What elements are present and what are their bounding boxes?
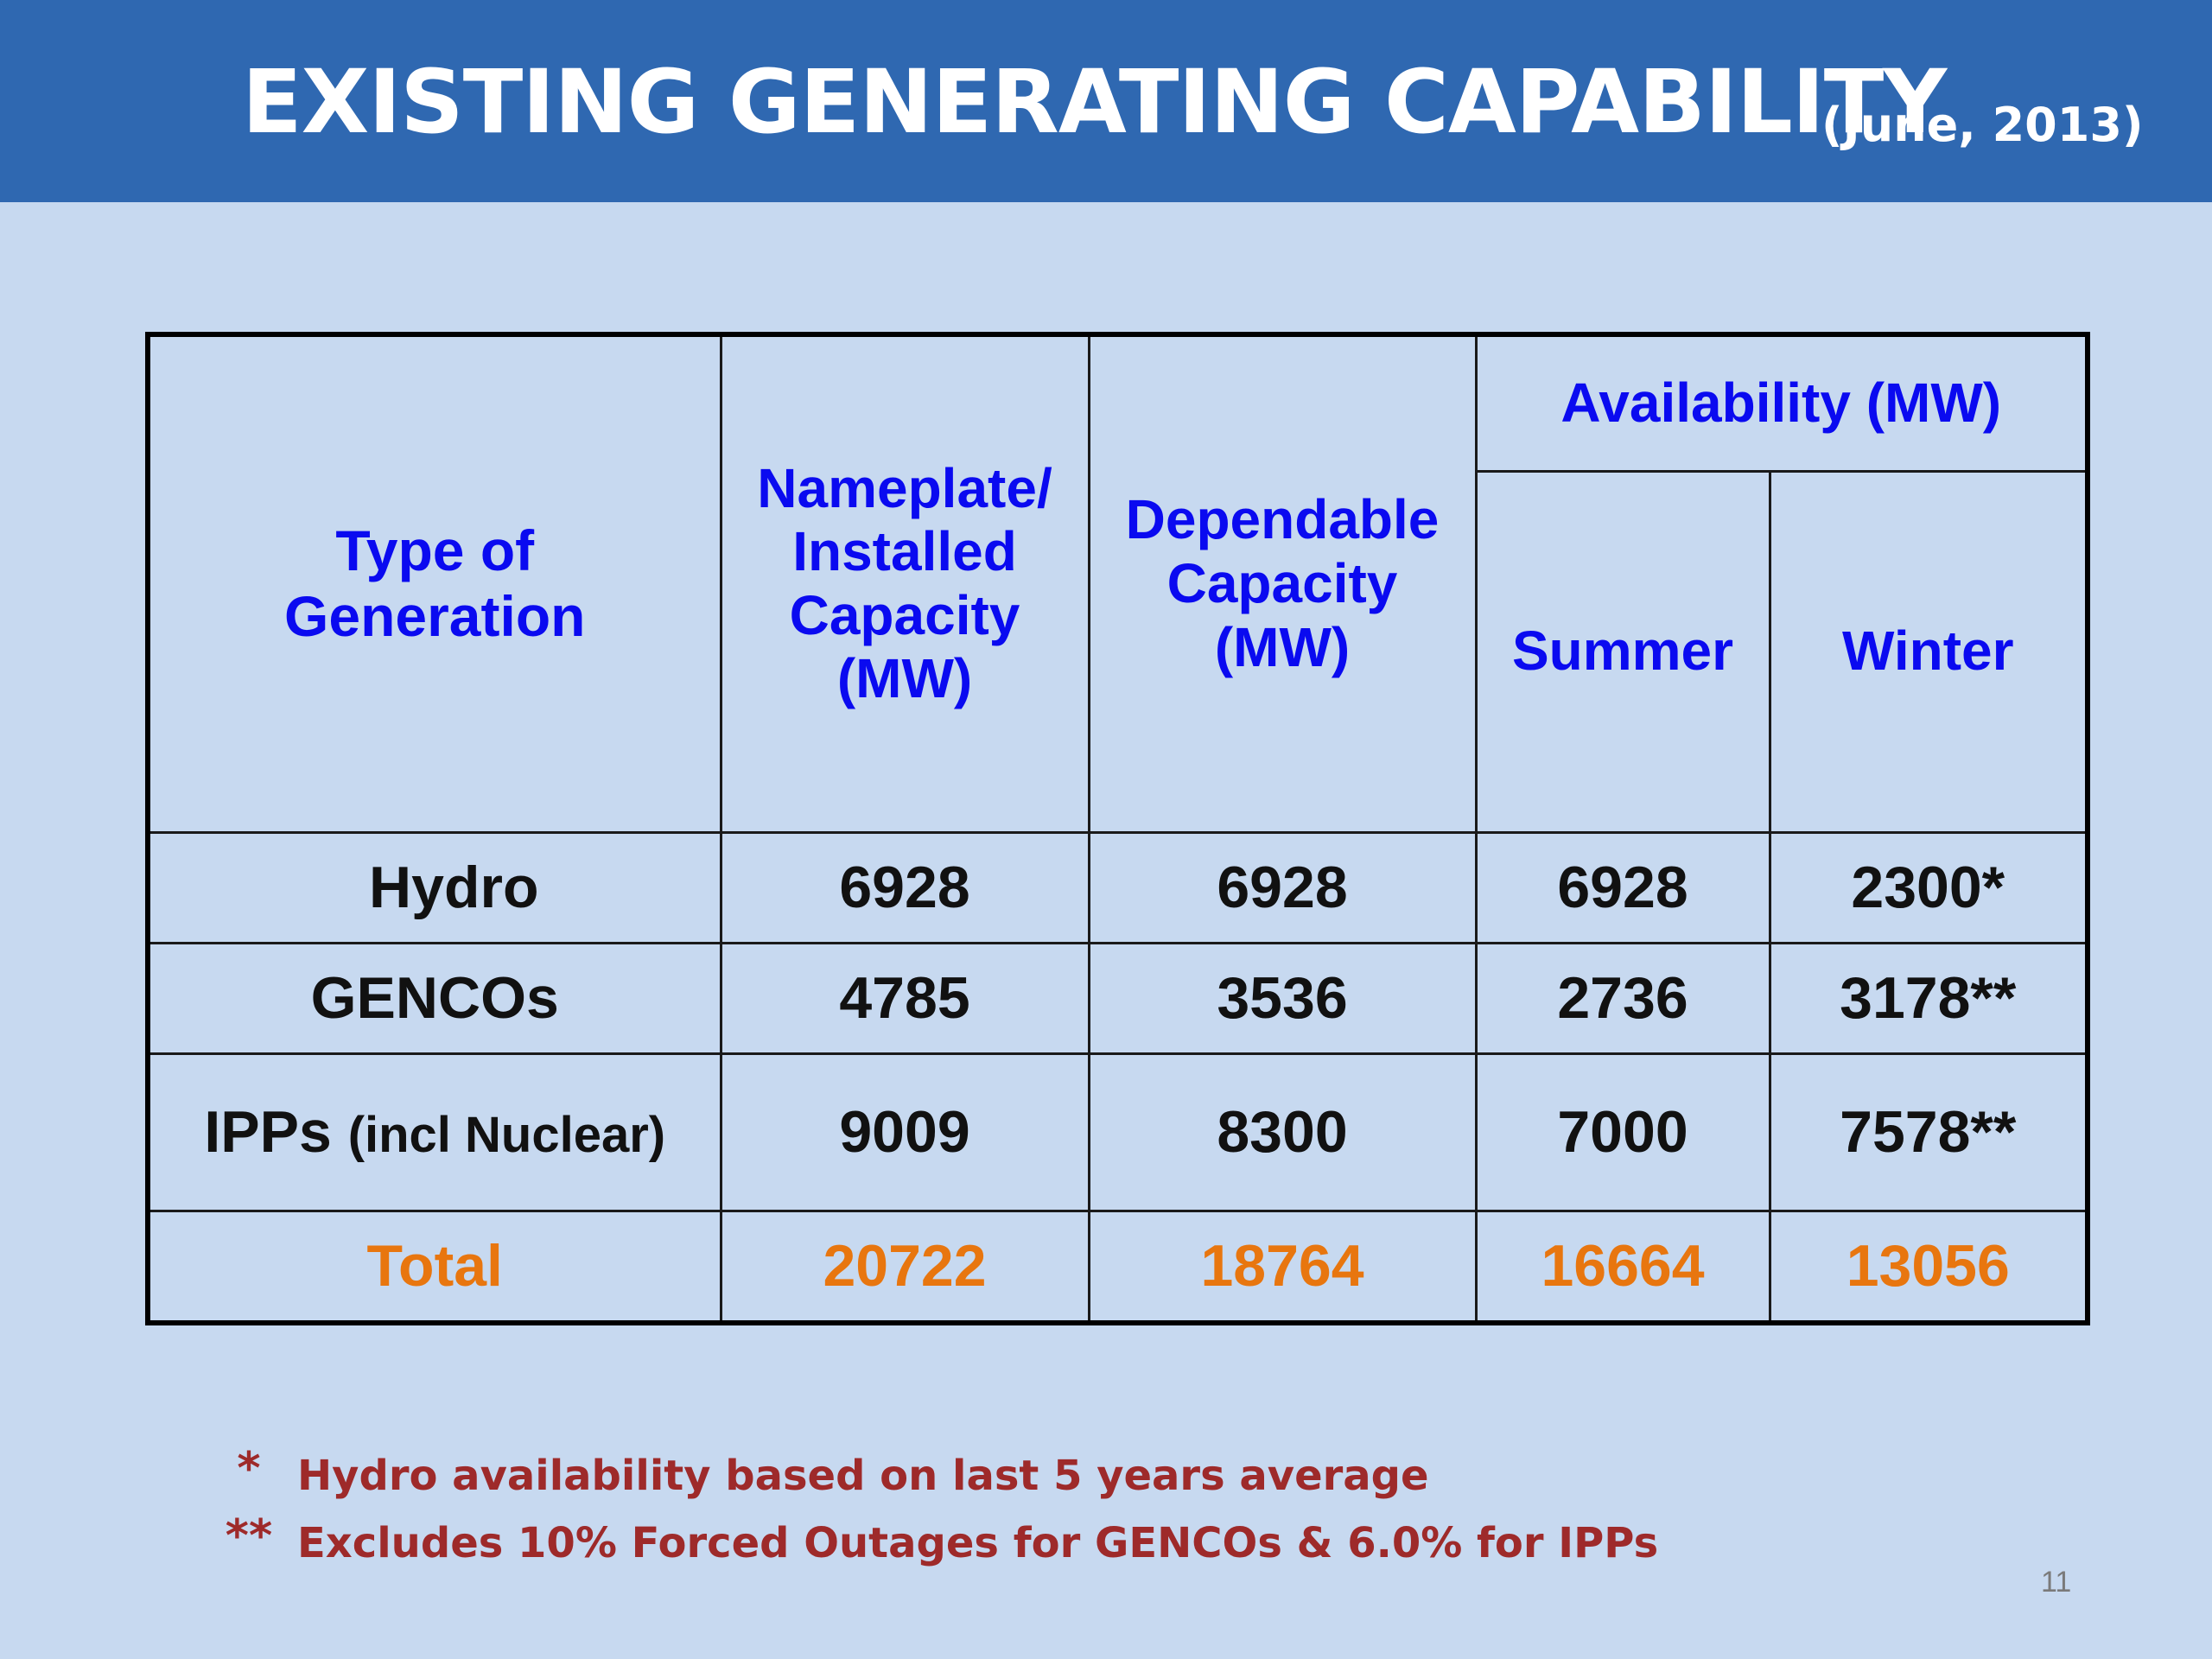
page-number: 11 xyxy=(2041,1566,2072,1599)
footnote-text: Excludes 10% Forced Outages for GENCOs &… xyxy=(297,1519,1659,1567)
footnote-mark: ** xyxy=(225,1510,273,1562)
total-summer: 16664 xyxy=(1474,1209,1771,1325)
cell-winter: 7578** xyxy=(1768,1052,2089,1212)
cell-nameplate: 9009 xyxy=(719,1052,1090,1212)
cell-winter: 2300* xyxy=(1768,830,2089,944)
header-availability: Availability (MW) xyxy=(1474,333,2089,473)
slide-title: EXISTING GENERATING CAPABILITY xyxy=(242,51,1947,154)
row-label-text: IPPs xyxy=(204,1098,332,1165)
row-label-hydro: Hydro xyxy=(146,830,722,944)
footnote-mark: * xyxy=(237,1443,261,1495)
row-label-text: GENCOs xyxy=(310,964,559,1031)
cell-winter: 3178** xyxy=(1768,941,2089,1055)
cell-summer: 2736 xyxy=(1474,941,1771,1055)
generating-capability-table: Type of Generation Nameplate/ Installed … xyxy=(145,332,2090,1325)
total-row: Total 20722 18764 16664 13056 xyxy=(146,1209,2089,1325)
footnote-text: Hydro availability based on last 5 years… xyxy=(297,1452,1429,1500)
cell-dependable: 8300 xyxy=(1087,1052,1478,1212)
slide-date: (June, 2013) xyxy=(1821,98,2144,152)
cell-nameplate: 4785 xyxy=(719,941,1090,1055)
title-bar: EXISTING GENERATING CAPABILITY (June, 20… xyxy=(0,0,2212,202)
total-label: Total xyxy=(146,1209,722,1325)
table-row: IPPs (incl Nuclear) 9009 8300 7000 7578*… xyxy=(146,1052,2089,1212)
total-dependable: 18764 xyxy=(1087,1209,1478,1325)
row-label-ipps: IPPs (incl Nuclear) xyxy=(146,1052,722,1212)
row-label-extra: (incl Nuclear) xyxy=(347,1106,666,1163)
row-label-text: Hydro xyxy=(369,854,539,920)
header-type-of-generation: Type of Generation xyxy=(146,333,722,834)
cell-nameplate: 6928 xyxy=(719,830,1090,944)
header-nameplate-capacity: Nameplate/ Installed Capacity (MW) xyxy=(719,333,1090,834)
total-winter: 13056 xyxy=(1768,1209,2089,1325)
header-summer: Summer xyxy=(1474,469,1771,834)
header-winter: Winter xyxy=(1768,469,2089,834)
table-row: GENCOs 4785 3536 2736 3178** xyxy=(146,941,2089,1055)
table-row: Hydro 6928 6928 6928 2300* xyxy=(146,830,2089,944)
header-dependable-capacity: Dependable Capacity (MW) xyxy=(1087,333,1478,834)
cell-summer: 6928 xyxy=(1474,830,1771,944)
cell-dependable: 3536 xyxy=(1087,941,1478,1055)
cell-summer: 7000 xyxy=(1474,1052,1771,1212)
total-nameplate: 20722 xyxy=(719,1209,1090,1325)
row-label-gencos: GENCOs xyxy=(146,941,722,1055)
cell-dependable: 6928 xyxy=(1087,830,1478,944)
